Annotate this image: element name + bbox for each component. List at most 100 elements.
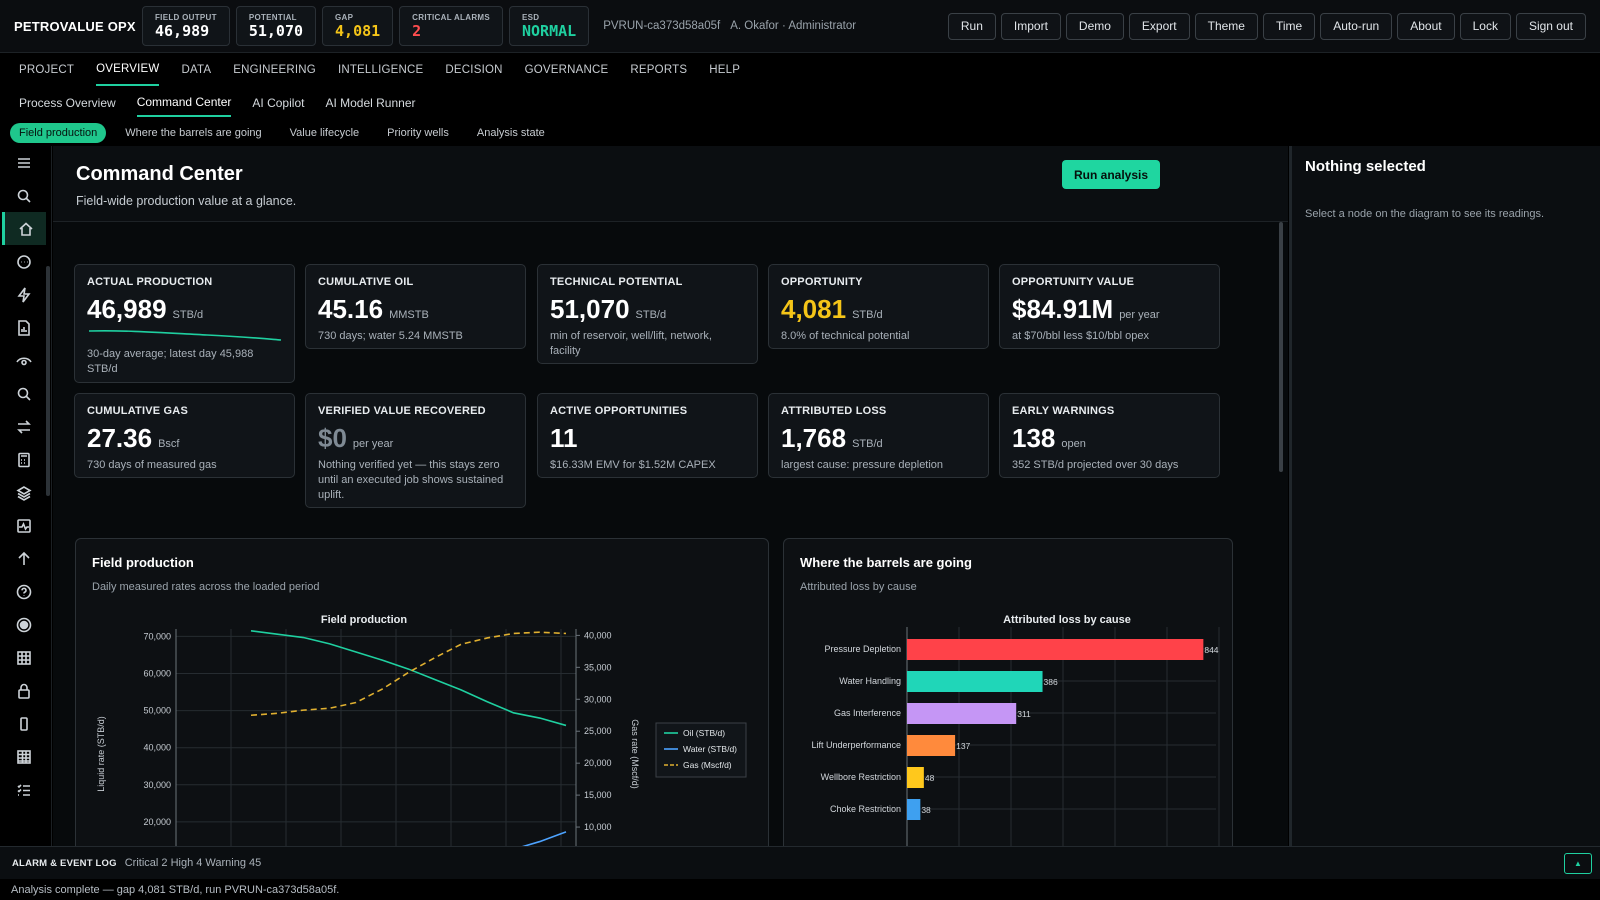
card-unit: Bscf <box>158 438 180 450</box>
kpi-card-attributed-loss[interactable]: ATTRIBUTED LOSS 1,768 STB/d largest cause: … <box>768 393 989 478</box>
export-button[interactable]: Export <box>1128 12 1190 40</box>
chip-field-production[interactable]: Field production <box>10 123 107 143</box>
y-axis-label: Liquid rate (STB/d) <box>96 716 106 792</box>
sidebar-button-14[interactable] <box>2 608 46 641</box>
kpi-card-technical-potential[interactable]: TECHNICAL POTENTIAL 51,070 STB/d min of res… <box>537 264 758 364</box>
tab-command-center[interactable]: Command Center <box>136 89 232 117</box>
legend-box <box>655 722 747 778</box>
main-nav: PROJECT OVERVIEW DATA ENGINEERING INTELLIGEN… <box>0 53 1600 87</box>
sidebar-button-16[interactable] <box>2 674 46 707</box>
sidebar-button-4[interactable] <box>2 278 46 311</box>
bar-value-label: 48 <box>925 773 935 783</box>
sidebar-button-6[interactable] <box>2 344 46 377</box>
time-button[interactable]: Time <box>1262 12 1316 40</box>
card-label: VERIFIED VALUE RECOVERED <box>318 405 486 417</box>
expand-alarm-button[interactable]: ▲ <box>1564 853 1592 874</box>
nav-intelligence[interactable]: INTELLIGENCE <box>337 64 424 76</box>
kpi-card-actual-production[interactable]: ACTUAL PRODUCTION 46,989 STB/d 30-day avera… <box>74 264 295 383</box>
layers-icon <box>16 485 32 501</box>
about-button[interactable]: About <box>1397 12 1455 40</box>
alarm-log-label[interactable]: ALARM & EVENT LOG <box>12 857 117 869</box>
inspector-title: Nothing selected <box>1305 158 1426 175</box>
nav-engineering[interactable]: ENGINEERING <box>233 64 316 76</box>
device-icon <box>20 716 28 731</box>
kpi-card-verified-value-recovered[interactable]: VERIFIED VALUE RECOVERED $0 per year Nothin… <box>305 393 526 508</box>
sidebar-button-5[interactable] <box>2 311 46 344</box>
sidebar-scrollbar[interactable] <box>46 266 50 496</box>
card-note: Nothing verified yet — this stays zero u… <box>318 459 504 501</box>
bar-lift-underperformance[interactable] <box>907 735 956 756</box>
category-label: Wellbore Restriction <box>821 772 901 782</box>
auto-run-button[interactable]: Auto-run <box>1320 12 1393 40</box>
sidebar-button-18[interactable] <box>2 740 46 773</box>
main-content: Command Center Field-wide production val… <box>53 146 1288 846</box>
sidebar-button-7[interactable] <box>2 377 46 410</box>
card-value: 51,070 <box>550 294 630 324</box>
bar-wellbore-restriction[interactable] <box>907 767 924 788</box>
sidebar-button-13[interactable] <box>2 575 46 608</box>
sidebar-button-11[interactable] <box>2 509 46 542</box>
field-production-chart[interactable]: Field production 70,000 60,000 50,000 40,000… <box>76 539 770 846</box>
sidebar-button-17[interactable] <box>2 707 46 740</box>
sidebar-button-10[interactable] <box>2 476 46 509</box>
demo-button[interactable]: Demo <box>1065 12 1124 40</box>
sidebar-button-19[interactable] <box>2 773 46 806</box>
sidebar-button-3[interactable] <box>2 245 46 278</box>
kpi-card-cumulative-oil[interactable]: CUMULATIVE OIL 45.16 MMSTB 730 days; water … <box>305 264 526 349</box>
loss-by-cause-chart[interactable]: Attributed loss by cause Pressure Depleti… <box>784 539 1234 846</box>
card-value: 11 <box>550 423 578 453</box>
kpi-card-opportunity[interactable]: OPPORTUNITY 4,081 STB/d 8.0% of technical p… <box>768 264 989 349</box>
card-value-row: 4,081 STB/d <box>781 294 976 325</box>
kpi-card-cumulative-gas[interactable]: CUMULATIVE GAS 27.36 Bscf 730 days of measu… <box>74 393 295 478</box>
sidebar-button-1[interactable] <box>2 179 46 212</box>
bar-water-handling[interactable] <box>907 671 1043 692</box>
import-button[interactable]: Import <box>1000 12 1061 40</box>
pulse-icon <box>17 518 31 533</box>
nav-decision[interactable]: DECISION <box>445 64 503 76</box>
run-analysis-button[interactable]: Run analysis <box>1062 160 1161 189</box>
theme-button[interactable]: Theme <box>1194 12 1258 40</box>
nav-governance[interactable]: GOVERNANCE <box>524 64 609 76</box>
kpi-card-early-warnings[interactable]: EARLY WARNINGS 138 open 352 STB/d projected… <box>999 393 1220 478</box>
bar-choke-restriction[interactable] <box>907 799 921 820</box>
tab-ai-model-runner[interactable]: AI Model Runner <box>325 96 416 110</box>
nav-help[interactable]: HELP <box>709 64 741 76</box>
nav-overview[interactable]: OVERVIEW <box>96 54 160 86</box>
bar-gas-interference[interactable] <box>907 703 1017 724</box>
menu-icon <box>18 157 30 168</box>
tab-process-overview[interactable]: Process Overview <box>19 96 116 110</box>
bar-pressure-depletion[interactable] <box>907 639 1204 660</box>
main-scrollbar[interactable] <box>1279 222 1283 472</box>
card-label: OPPORTUNITY VALUE <box>1012 276 1135 288</box>
nav-reports[interactable]: REPORTS <box>630 64 688 76</box>
chip-value-lifecycle[interactable]: Value lifecycle <box>289 127 360 139</box>
run-button[interactable]: Run <box>947 12 996 40</box>
card-value: 1,768 <box>781 423 847 453</box>
sidebar-button-2[interactable] <box>2 212 46 245</box>
card-value-row: 45.16 MMSTB <box>318 294 513 325</box>
sidebar-button-0[interactable] <box>2 146 46 179</box>
chat-icon <box>17 254 31 269</box>
card-unit: per year <box>352 438 394 450</box>
chip-priority-wells[interactable]: Priority wells <box>387 127 449 139</box>
sidebar-button-8[interactable] <box>2 410 46 443</box>
sign-out-button[interactable]: Sign out <box>1515 12 1586 40</box>
card-unit: STB/d <box>635 309 667 321</box>
card-label: ACTUAL PRODUCTION <box>87 276 213 288</box>
sidebar-button-15[interactable] <box>2 641 46 674</box>
card-value-row: 46,989 STB/d <box>87 294 282 325</box>
sidebar-button-12[interactable] <box>2 542 46 575</box>
kpi-card-opportunity-value[interactable]: OPPORTUNITY VALUE $84.91M per year at $70/b… <box>999 264 1220 349</box>
lock-button[interactable]: Lock <box>1459 12 1511 40</box>
chip-analysis-state[interactable]: Analysis state <box>476 127 545 139</box>
nav-project[interactable]: PROJECT <box>19 64 75 76</box>
card-label: ACTIVE OPPORTUNITIES <box>550 405 688 417</box>
sidebar-button-9[interactable] <box>2 443 46 476</box>
tab-ai-copilot[interactable]: AI Copilot <box>252 96 305 110</box>
chip-where-the-barrels-are-going[interactable]: Where the barrels are going <box>125 127 262 139</box>
series-line-water-stb-d <box>521 831 567 846</box>
kpi-card-active-opportunities[interactable]: ACTIVE OPPORTUNITIES 11 $16.33M EMV for $1… <box>537 393 758 478</box>
top-bar: PETROVALUE OPX FIELD OUTPUT 46,989 POTENTI… <box>0 0 1600 53</box>
nav-data[interactable]: DATA <box>181 64 212 76</box>
card-value-row: 27.36 Bscf <box>87 423 282 454</box>
